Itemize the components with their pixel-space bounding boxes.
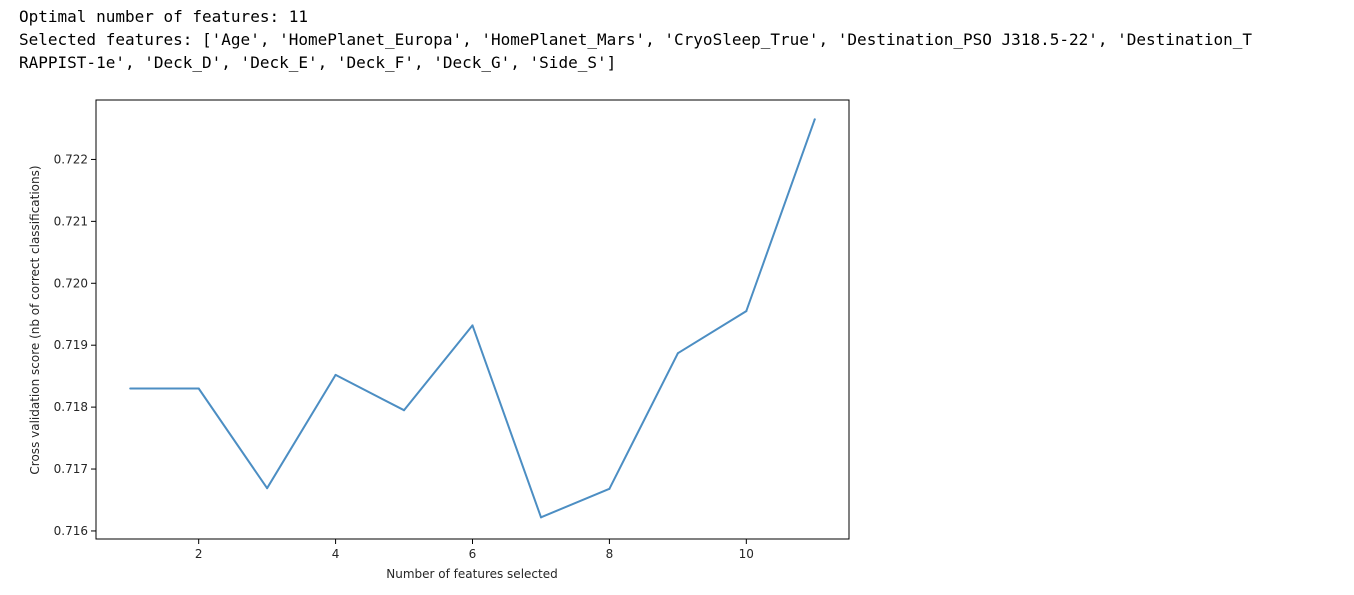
cv-score-point	[197, 387, 200, 390]
x-axis-ticks: 2 4 6 8 10	[195, 539, 754, 561]
cell-output: Optimal number of features: 11 Selected f…	[19, 5, 1252, 74]
x-tick-label: 6	[469, 547, 477, 561]
cv-score-point	[539, 516, 542, 519]
cv-score-point	[608, 487, 611, 490]
series-layer	[129, 118, 816, 519]
y-tick-label: 0.719	[54, 338, 88, 352]
output-line-selected-2: RAPPIST-1e', 'Deck_D', 'Deck_E', 'Deck_F…	[19, 53, 617, 72]
y-tick-label: 0.716	[54, 524, 88, 538]
y-tick-label: 0.720	[54, 276, 88, 290]
cv-score-line	[130, 118, 816, 519]
x-tick-label: 2	[195, 547, 203, 561]
cv-score-point	[266, 487, 269, 490]
x-tick-label: 8	[606, 547, 614, 561]
y-axis-title: Cross validation score (nb of correct cl…	[28, 165, 42, 474]
output-line-selected-1: Selected features: ['Age', 'HomePlanet_E…	[19, 30, 1252, 49]
cv-score-point	[471, 324, 474, 327]
output-line-optimal: Optimal number of features: 11	[19, 7, 308, 26]
plot-frame	[95, 99, 850, 540]
cv-score-point	[129, 387, 132, 390]
cv-score-point	[403, 409, 406, 412]
y-tick-label: 0.717	[54, 462, 88, 476]
cv-score-point	[676, 352, 679, 355]
x-tick-label: 4	[332, 547, 340, 561]
cv-score-point	[334, 373, 337, 376]
cv-score-point	[813, 118, 816, 121]
y-tick-label: 0.718	[54, 400, 88, 414]
y-tick-label: 0.721	[54, 214, 88, 228]
y-tick-label: 0.722	[54, 152, 88, 166]
x-axis-title: Number of features selected	[386, 567, 557, 581]
y-axis-ticks: 0.716 0.717 0.718 0.719 0.720 0.721 0.722	[54, 152, 96, 538]
x-tick-label: 10	[739, 547, 754, 561]
cv-score-point	[745, 310, 748, 313]
